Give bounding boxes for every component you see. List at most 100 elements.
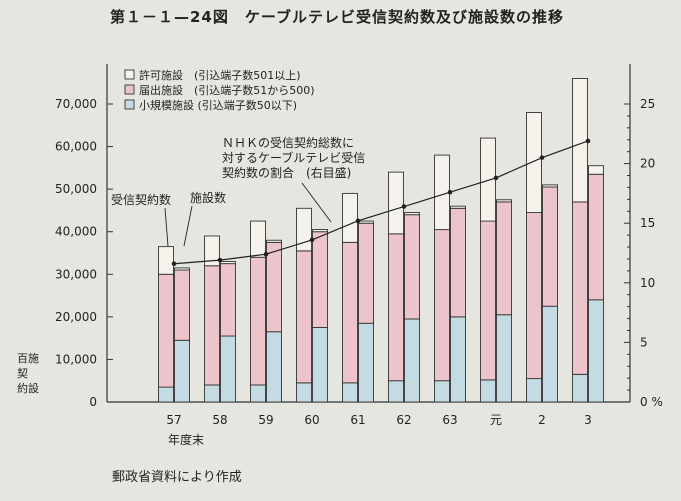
contracts-annotation: 受信契約数 [111, 192, 171, 207]
x-axis-label: 年度末 [168, 432, 204, 447]
x-axis-tick-label: 63 [442, 413, 457, 427]
contracts-bar-segment [388, 171, 404, 235]
facilities-bar-segment [496, 201, 512, 316]
labels: 0 10,000 20,000 30,000 40,000 50,000 60,000 70,… [17, 97, 663, 447]
ratio-line-point [539, 155, 545, 160]
contracts-bar-segment [388, 380, 404, 403]
facilities-bar-segment [542, 305, 558, 403]
facilities-bar-segment [358, 220, 374, 224]
legend-label: 届出施設 (引込端子数51から500) [139, 83, 315, 97]
contracts-bar-segment [158, 386, 174, 403]
bars [158, 78, 604, 403]
right-axis-tick-label: 25 [640, 97, 655, 111]
left-axis-tick-label: 20,000 [55, 310, 97, 324]
contracts-bar-segment [250, 220, 266, 258]
legend-swatch [124, 69, 135, 80]
facilities-bar-segment [358, 322, 374, 403]
facilities-bar-segment [404, 214, 420, 320]
contracts-bar-segment [342, 382, 358, 403]
ratio-line-point [401, 204, 407, 209]
contracts-bar-segment [526, 212, 542, 380]
facilities-bar-segment [174, 269, 190, 341]
facilities-bar-segment [174, 267, 190, 271]
right-axis-tick-label: 15 [640, 216, 655, 230]
left-axis-tick-label: 70,000 [55, 97, 97, 111]
left-axis-unit-label: 百施 [17, 352, 39, 365]
x-axis-tick-label: 2 [538, 413, 546, 427]
ratio-line-point [171, 261, 177, 267]
facilities-bar-segment [220, 261, 236, 265]
ratio-line-point [493, 175, 499, 181]
x-axis-tick-label: 58 [212, 413, 227, 427]
ratio-annotation-line: 契約数の割合 (右目盛) [222, 165, 351, 180]
facilities-bar-segment [450, 205, 466, 209]
facilities-bar-segment [496, 199, 512, 203]
legend: 許可施設 (引込端子数501以上)届出施設 (引込端子数51から500)小規模施… [124, 68, 315, 112]
x-axis-tick-label: 61 [350, 413, 365, 427]
source-note: 郵政省資料により作成 [112, 470, 242, 485]
ratio-line-path [173, 140, 589, 265]
right-axis-tick-label: 5 [640, 335, 648, 349]
ratio-line-point [355, 218, 361, 224]
ratio-annotation-line: 対するケーブルテレビ受信 [222, 150, 365, 165]
contracts-bar-segment [204, 235, 220, 267]
x-axis-tick-label: 59 [258, 413, 273, 427]
ratio-line-point [447, 189, 453, 195]
contracts-bar-segment [480, 379, 496, 403]
contracts-bar-segment [572, 201, 588, 375]
ratio-line-point [309, 237, 315, 243]
left-axis-tick-label: 0 [89, 395, 97, 409]
contracts-bar-segment [526, 378, 542, 403]
x-axis-tick-label: 3 [584, 413, 592, 427]
facilities-bar-segment [588, 299, 604, 403]
contracts-bar-segment [434, 380, 450, 403]
x-axis-tick-label: 60 [304, 413, 319, 427]
right-axis-tick-label: 20 [640, 157, 655, 171]
ratio-line-point [263, 251, 269, 257]
facilities-annotation: 施設数 [190, 190, 226, 205]
facilities-bar-segment [266, 331, 282, 403]
contracts-bar-segment [480, 220, 496, 381]
contracts-bar-segment [158, 246, 174, 275]
left-axis-tick-label: 50,000 [55, 182, 97, 196]
contracts-bar-segment [250, 256, 266, 386]
right-axis-tick-label: 10 [640, 276, 655, 290]
ratio-annotation-line: ＮＨＫの受信契約総数に [222, 135, 354, 150]
contracts-bar-segment [572, 373, 588, 403]
facilities-bar-segment [174, 339, 190, 403]
left-axis-unit-label: 約設 [17, 381, 39, 395]
contracts-bar-segment [388, 233, 404, 382]
x-axis-tick-label: 62 [396, 413, 411, 427]
facilities-bar-segment [312, 229, 328, 233]
legend-swatch [124, 99, 135, 110]
facilities-bar-segment [220, 263, 236, 337]
figure-title: 第１－１—24図 ケーブルテレビ受信契約数及び施設数の推移 [110, 8, 564, 26]
contracts-bar-segment [296, 250, 312, 384]
legend-label: 小規模施設 (引込端子数50以下) [139, 98, 297, 112]
legend-label: 許可施設 (引込端子数501以上) [139, 68, 301, 82]
contracts-bar-segment [158, 273, 174, 388]
contracts-bar-segment [296, 207, 312, 252]
contracts-bar-segment [342, 241, 358, 384]
right-axis-tick-label: 0 % [640, 395, 663, 409]
x-axis-tick-label: 57 [166, 413, 181, 427]
contracts-bar-segment [342, 192, 358, 243]
contracts-bar-segment [250, 384, 266, 403]
left-axis-tick-label: 10,000 [55, 352, 97, 366]
contracts-bar-segment [572, 78, 588, 203]
facilities-bar-segment [404, 212, 420, 216]
facilities-bar-segment [358, 222, 374, 324]
x-axis-tick-label: 元 [490, 413, 502, 427]
left-axis-tick-label: 60,000 [55, 140, 97, 154]
facilities-bar-segment [312, 231, 328, 328]
facilities-bar-segment [588, 173, 604, 301]
left-axis-tick-label: 40,000 [55, 225, 97, 239]
facilities-bar-segment [220, 335, 236, 403]
contracts-bar-segment [204, 384, 220, 403]
contracts-bar-segment [434, 154, 450, 231]
facilities-bar-segment [588, 165, 604, 175]
left-axis-unit-label: 契 [17, 366, 28, 380]
facilities-bar-segment [496, 314, 512, 403]
legend-swatch [124, 84, 135, 95]
